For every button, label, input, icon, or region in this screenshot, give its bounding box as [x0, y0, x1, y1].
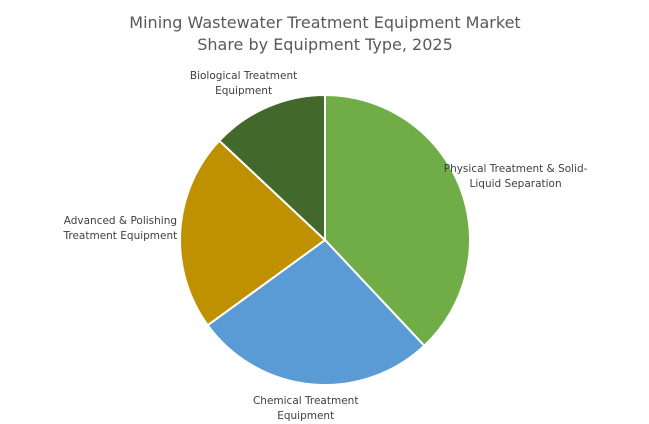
slice-label: Physical Treatment & Solid-Liquid Separa…: [443, 163, 588, 191]
pie-slice: [217, 93, 326, 243]
slice-label: Advanced & Polishing Treatment Equipment: [63, 215, 178, 243]
chart-title: Mining Wastewater Treatment Equipment Ma…: [129, 13, 521, 54]
slice-label: Chemical Treatment Equipment: [252, 395, 359, 423]
pie-slice: [179, 139, 327, 327]
slice-label: Biological Treatment Equipment: [189, 69, 298, 97]
pie-slice: [324, 93, 471, 348]
pie-slice: [206, 238, 426, 386]
